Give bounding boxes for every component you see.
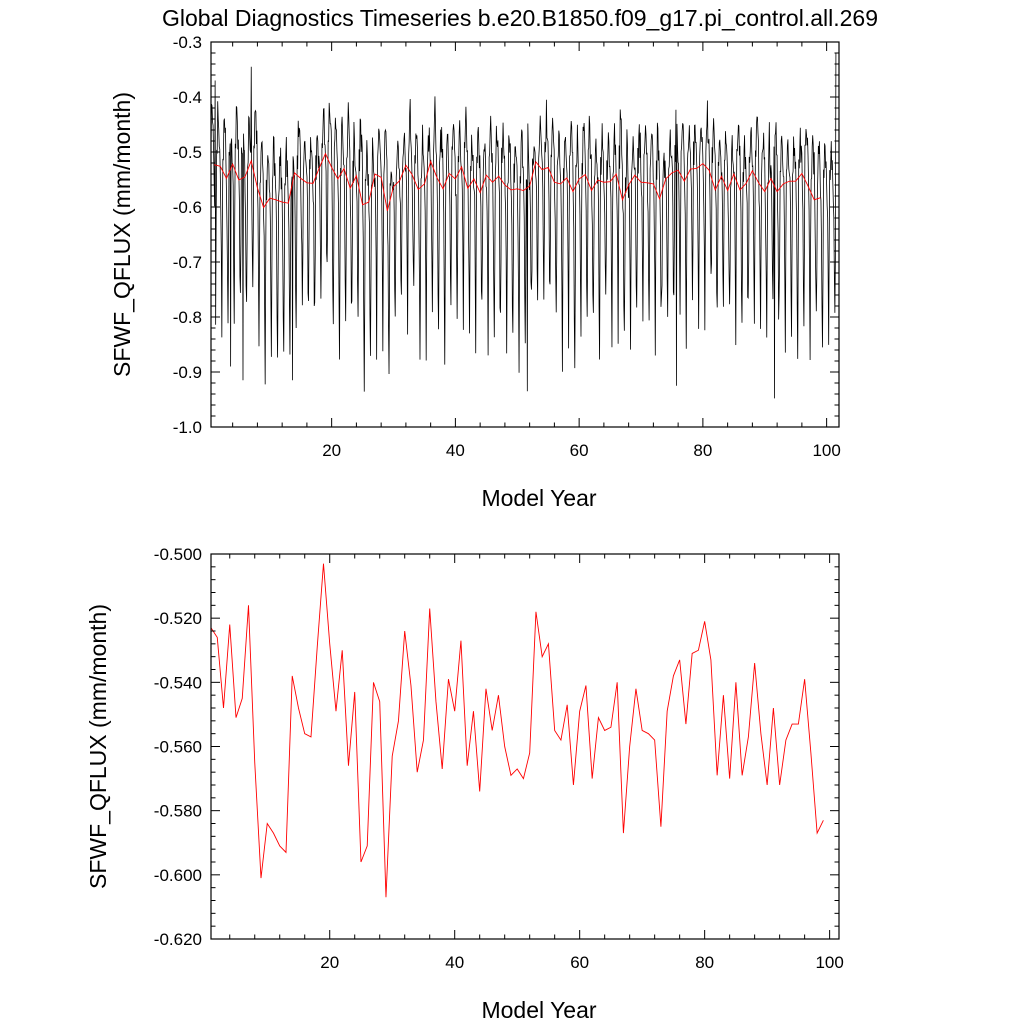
y-tick-label: -0.6 xyxy=(173,198,202,217)
x-tick-label: 80 xyxy=(695,953,714,972)
x-tick-label: 20 xyxy=(320,953,339,972)
y-tick-label: -0.7 xyxy=(173,253,202,272)
x-tick-label: 60 xyxy=(570,441,589,460)
x-tick-label: 80 xyxy=(693,441,712,460)
y-tick-label: -0.520 xyxy=(154,609,202,628)
y-tick-label: -0.8 xyxy=(173,308,202,327)
y-tick-label: -0.560 xyxy=(154,738,202,757)
annual-mean-series-line xyxy=(213,152,821,211)
y-tick-label: -0.540 xyxy=(154,673,202,692)
x-tick-label: 100 xyxy=(812,441,840,460)
y-axis-label: SFWF_QFLUX (mm/month) xyxy=(109,92,135,377)
y-tick-label: -0.5 xyxy=(173,143,202,162)
top-panel: 20 40 60 80 100 -1.0 -0.9 -0.8 -0.7 -0.6 -0.5 -0.4 -… xyxy=(109,33,841,511)
y-tick-label: -0.4 xyxy=(173,88,202,107)
y-tick-label: -0.500 xyxy=(154,545,202,564)
x-axis-label: Model Year xyxy=(481,485,596,511)
x-tick-label: 40 xyxy=(445,953,464,972)
bottom-panel: 20 40 60 80 100 -0.620 -0.600 -0.580 -0.560 -0.54… xyxy=(85,545,844,1023)
x-tick-label: 60 xyxy=(570,953,589,972)
y-tick-label: -0.620 xyxy=(154,930,202,949)
figure-title: Global Diagnostics Timeseries b.e20.B185… xyxy=(162,5,878,31)
plot-frame xyxy=(210,41,840,428)
y-tick-label: -0.580 xyxy=(154,802,202,821)
x-axis-label: Model Year xyxy=(481,997,596,1023)
x-tick-label: 100 xyxy=(815,953,843,972)
y-tick-label: -0.3 xyxy=(173,33,202,52)
monthly-series-line xyxy=(211,52,837,399)
annual-mean-series-line xyxy=(211,563,824,898)
x-tick-label: 20 xyxy=(322,441,341,460)
y-tick-label: -0.9 xyxy=(173,363,202,382)
y-axis-label: SFWF_QFLUX (mm/month) xyxy=(85,604,111,889)
y-tick-label: -0.600 xyxy=(154,866,202,885)
y-tick-label: -1.0 xyxy=(173,418,202,437)
plot-frame xyxy=(210,553,840,940)
x-tick-label: 40 xyxy=(446,441,465,460)
